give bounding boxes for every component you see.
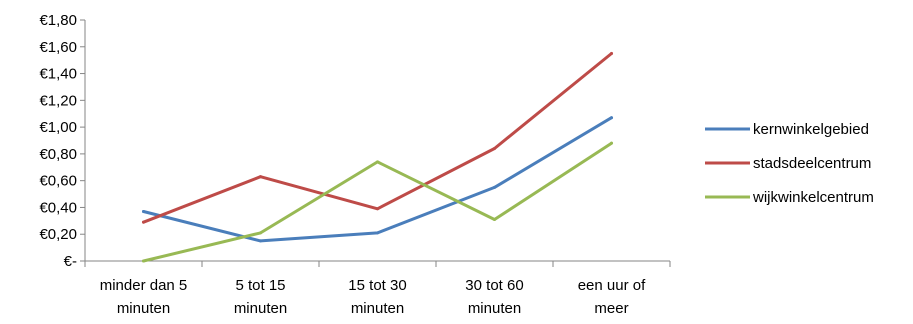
- y-tick-label: €1,20: [39, 92, 77, 109]
- series-lines: [142, 51, 613, 263]
- data-point-wijkwinkelcentrum: [493, 217, 496, 221]
- data-point-kernwinkelgebied: [493, 185, 496, 189]
- y-axis: €- €0,20 €0,40 €0,60 €0,80 €1,00 €1,20 €1,40 €1,…: [39, 12, 86, 270]
- data-point-stadsdeelcentrum: [610, 51, 613, 55]
- legend-label-kernwinkelgebied: kernwinkelgebied: [753, 121, 869, 138]
- data-point-kernwinkelgebied: [259, 239, 262, 243]
- y-tick-label: €1,40: [39, 66, 77, 83]
- data-point-wijkwinkelcentrum: [142, 259, 145, 263]
- data-point-wijkwinkelcentrum: [259, 231, 262, 235]
- x-axis: minder dan 5 minuten 5 tot 15 minuten 15 tot…: [84, 260, 671, 317]
- data-point-stadsdeelcentrum: [259, 175, 262, 179]
- series-line-stadsdeelcentrum: [142, 52, 613, 224]
- legend-label-wijkwinkelcentrum: wijkwinkelcentrum: [752, 189, 874, 206]
- series-line-kernwinkelgebied: [142, 116, 613, 243]
- y-tick-label: €1,00: [39, 119, 77, 136]
- y-tick-label: €1,60: [39, 39, 77, 56]
- data-point-wijkwinkelcentrum: [610, 141, 613, 145]
- x-tick-label: 15 tot 30 minuten: [348, 277, 406, 317]
- legend: kernwinkelgebied stadsdeelcentrum wijkwink…: [705, 121, 874, 206]
- data-point-kernwinkelgebied: [142, 209, 145, 213]
- legend-label-stadsdeelcentrum: stadsdeelcentrum: [753, 155, 871, 172]
- data-point-stadsdeelcentrum: [493, 147, 496, 151]
- x-tick-label: 5 tot 15 minuten: [234, 277, 287, 317]
- y-tick-label: €1,80: [39, 12, 77, 29]
- y-tick-label: €0,20: [39, 226, 77, 243]
- y-tick-label: €0,40: [39, 199, 77, 216]
- data-point-stadsdeelcentrum: [376, 207, 379, 211]
- data-point-wijkwinkelcentrum: [376, 160, 379, 164]
- y-tick-label: €0,80: [39, 146, 77, 163]
- data-point-kernwinkelgebied: [376, 231, 379, 235]
- y-tick-label: €-: [64, 253, 77, 270]
- data-point-kernwinkelgebied: [610, 116, 613, 120]
- data-point-stadsdeelcentrum: [142, 220, 145, 224]
- x-tick-label: een uur of meer: [578, 277, 646, 317]
- x-tick-label: 30 tot 60 minuten: [465, 277, 523, 317]
- x-tick-label: minder dan 5 minuten: [100, 277, 188, 317]
- y-tick-label: €0,60: [39, 173, 77, 190]
